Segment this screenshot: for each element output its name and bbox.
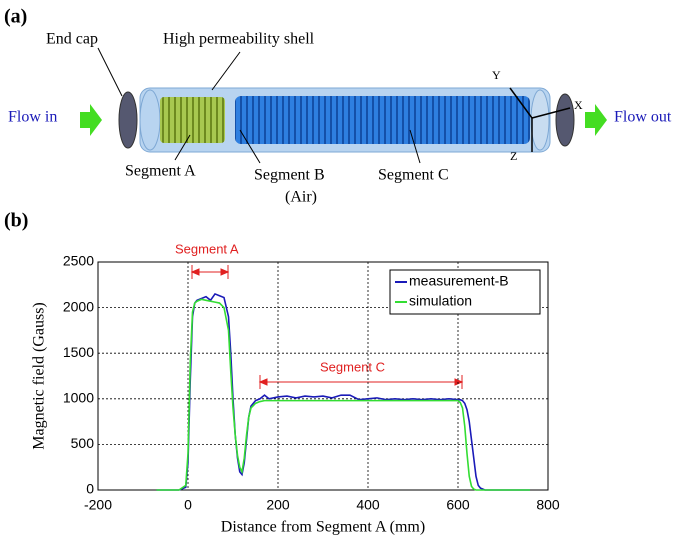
label: Segment A: [125, 163, 196, 180]
label: Flow in: [8, 109, 57, 126]
label: Segment C: [378, 167, 449, 184]
x-tick-label: 600: [446, 497, 470, 513]
annotation-arrows: [190, 265, 464, 389]
x-tick-label: 200: [266, 497, 290, 513]
plot-frame: [97, 261, 549, 491]
y-tick-label: 1000: [63, 390, 94, 406]
label: End cap: [46, 31, 98, 48]
x-tick-label: -200: [84, 497, 112, 513]
y-tick-label: 0: [86, 481, 94, 497]
y-tick-label: 1500: [63, 344, 94, 360]
coil-c: [235, 96, 530, 144]
end-cap: [118, 91, 138, 149]
series-line: [156, 292, 530, 491]
panel-label: (b): [4, 210, 28, 232]
y-tick-label: 500: [71, 435, 95, 451]
label: High permeability shell: [163, 31, 315, 48]
label: Segment B: [254, 167, 325, 184]
annotation: Segment C: [320, 359, 385, 374]
ring: [530, 89, 550, 151]
leaders: [97, 47, 421, 164]
label: Flow out: [614, 109, 672, 126]
legend-label: measurement-B: [409, 273, 509, 289]
series-line: [156, 298, 530, 491]
label: Y: [492, 68, 501, 82]
arrow-out: [585, 104, 607, 136]
axes-icon: [509, 87, 571, 152]
arrow-in: [80, 104, 102, 136]
x-tick-label: 400: [356, 497, 380, 513]
y-tick-label: 2500: [63, 253, 94, 269]
label: Z: [510, 149, 517, 163]
x-tick-label: 0: [184, 497, 192, 513]
label: X: [574, 98, 583, 112]
end-cap: [555, 93, 575, 147]
annotation: Segment A: [175, 241, 239, 256]
panel-label: (a): [4, 6, 27, 28]
y-tick-label: 2000: [63, 298, 94, 314]
device: [80, 47, 607, 164]
x-tick-label: 800: [536, 497, 560, 513]
x-axis-title: Distance from Segment A (mm): [221, 519, 425, 536]
coil-a: [160, 97, 225, 143]
label: (Air): [285, 189, 317, 206]
legend-box: [389, 269, 541, 315]
y-axis-title: Magnetic field (Gauss): [31, 302, 48, 450]
legend-label: simulation: [409, 293, 472, 309]
